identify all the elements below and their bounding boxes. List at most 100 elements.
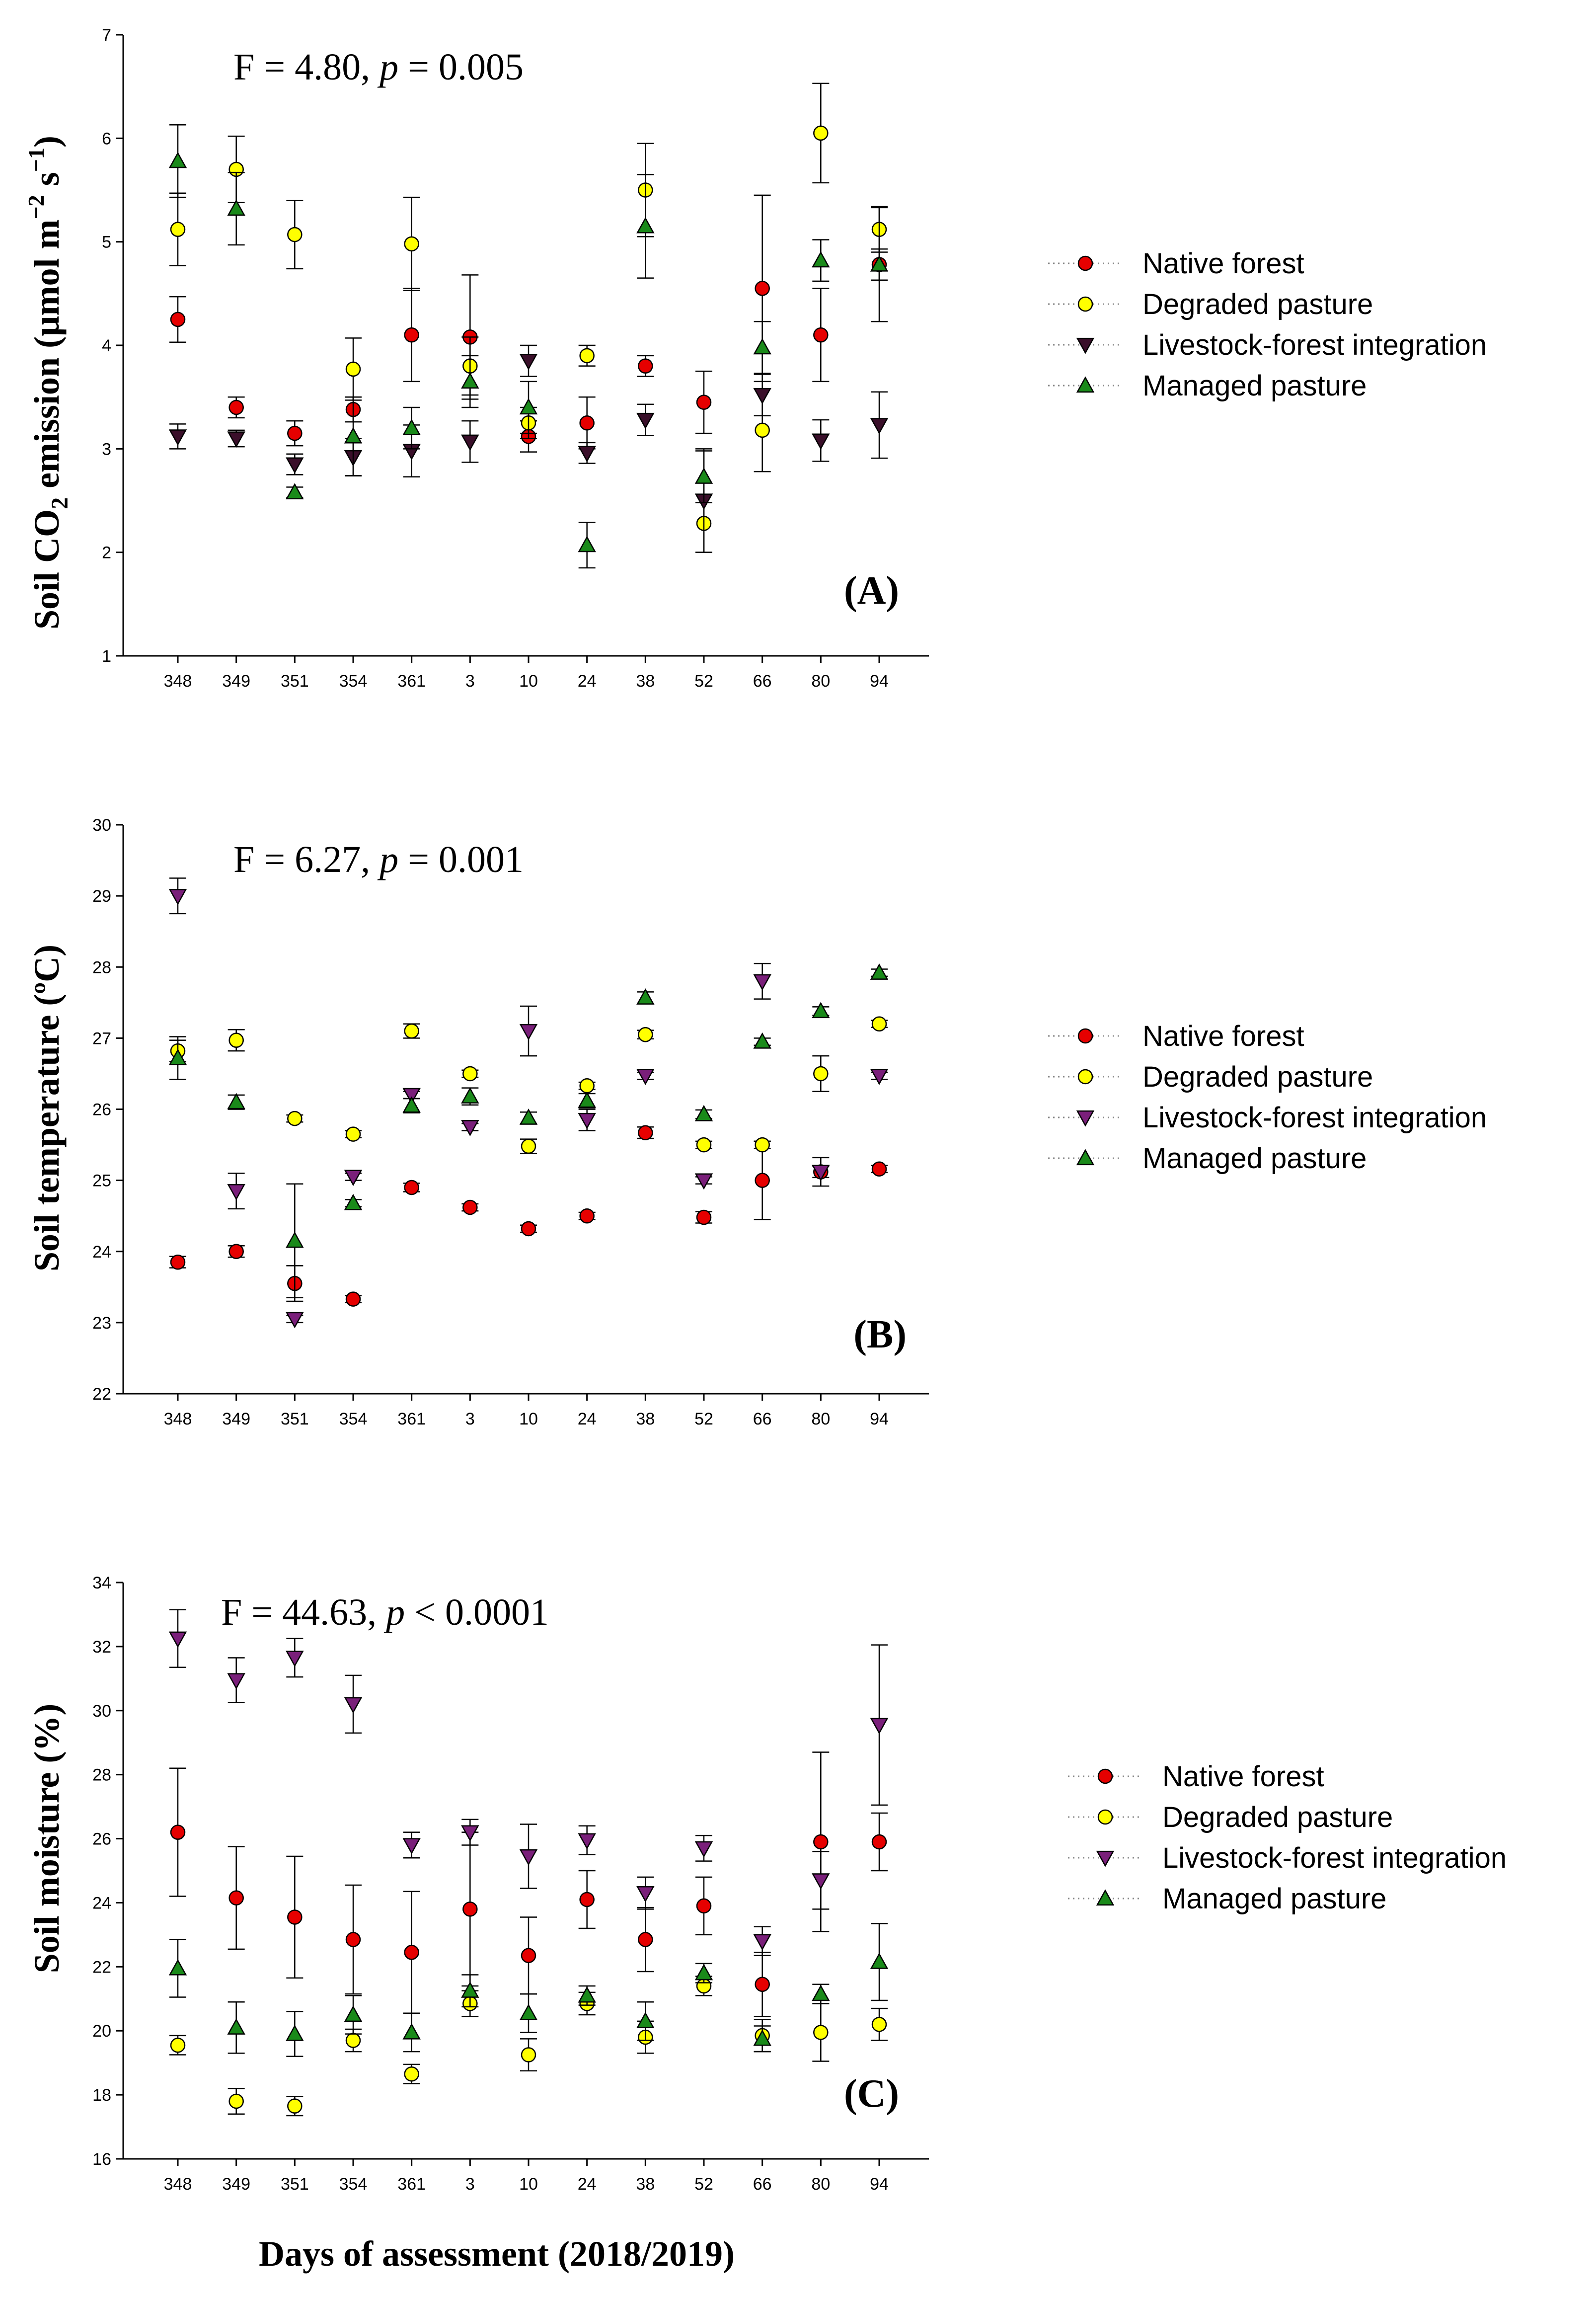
x-tick-label: 80 [811,1410,830,1428]
panel-a-stat: F = 4.80, p = 0.005 [233,46,524,88]
y-tick-label: 25 [92,1172,111,1190]
data-point [286,2024,304,2041]
data-point [870,963,889,980]
x-tick-label: 348 [164,1410,192,1428]
data-point [461,1825,479,1842]
x-tick-label: 24 [578,672,597,691]
data-point [227,199,245,216]
legend-marker [1076,1149,1095,1166]
data-point [402,418,421,435]
x-tick-label: 351 [281,672,309,691]
x-tick-label: 10 [519,2175,538,2194]
x-tick-label: 94 [870,2175,889,2194]
data-point [813,125,829,141]
data-point [870,255,889,272]
data-point [871,1016,887,1031]
panel-c-legend: Native forest Degraded pasture Livestock-f… [1068,1760,1507,1915]
x-tick-label: 10 [519,1410,538,1428]
data-point [755,1173,770,1188]
series-livestock-forest-integration [168,344,889,553]
data-point [228,2093,244,2109]
data-point [813,327,829,343]
x-tick-label: 351 [281,2175,309,2194]
y-tick-label: 22 [92,1385,111,1404]
data-point [636,1069,655,1085]
data-point [578,536,596,553]
y-tick-label: 1 [102,647,111,666]
data-point [227,2018,245,2035]
data-point [404,327,419,343]
series-managed-pasture [168,963,889,1299]
data-point [228,399,244,415]
data-point [521,1221,536,1237]
data-point [170,1254,186,1270]
x-tick-label: 52 [694,672,713,691]
panel-c: 16 18 20 22 24 26 28 30 32 34 348 349 351 354 361 3 10 24… [27,1574,1507,2194]
data-point [170,1824,186,1840]
data-point [168,429,187,446]
data-point [170,2037,186,2053]
data-point [519,1109,538,1125]
panel-a-legend: Native forest Degraded pasture Livestock-f… [1048,247,1487,402]
y-tick-label: 7 [102,26,111,45]
data-point [871,1834,887,1850]
panel-b-label: (B) [853,1313,907,1356]
data-point [638,1027,653,1042]
panel-b-stat: F = 6.27, p = 0.001 [233,839,524,880]
data-point [345,361,361,377]
panel-a-plot: 1 2 3 4 5 6 7 348 349 351 354 361 3 10 24 38 52 66 80 94 [102,26,929,691]
x-tick-label: 66 [753,672,772,691]
y-tick-label: 6 [102,129,111,148]
panel-c-ylabel: Soil moisture (%) [27,1704,67,1974]
data-point [228,1890,244,1906]
data-point [870,1952,889,1969]
x-tick-label: 66 [753,1410,772,1428]
x-tick-label: 94 [870,672,889,691]
data-point [579,1078,595,1094]
data-point [521,1138,536,1154]
data-point [287,1909,303,1925]
data-point [227,1673,245,1690]
panel-b-ylabel: Soil temperature (ºC) [27,945,67,1271]
legend-label: Livestock-forest integration [1142,329,1487,361]
data-point [462,1199,478,1215]
data-point [462,1066,478,1082]
data-point [286,1231,304,1248]
data-point [871,1161,887,1177]
panel-a-ylabel: Soil CO2 emission (µmol m−2 s−1) [23,136,73,630]
data-point [461,1120,479,1136]
x-tick-label: 24 [578,2175,597,2194]
legend-label: Degraded pasture [1162,1801,1393,1833]
data-point [813,2025,829,2040]
data-point [755,422,770,438]
y-tick-label: 30 [92,1702,111,1721]
legend-label: Degraded pasture [1142,1061,1373,1093]
y-tick-label: 32 [92,1638,111,1657]
data-point [228,1032,244,1048]
legend-label: Livestock-forest integration [1142,1102,1487,1134]
legend-label: Degraded pasture [1142,288,1373,320]
x-tick-label: 348 [164,2175,192,2194]
data-point [345,1126,361,1142]
data-point [519,2004,538,2020]
data-point [404,1023,419,1039]
y-tick-label: 20 [92,2022,111,2041]
data-point [344,2005,363,2022]
data-point [812,1002,830,1019]
data-point [170,312,186,327]
legend-marker [1077,1028,1093,1044]
data-point [696,1209,712,1225]
legend-marker [1076,337,1095,354]
x-tick-label: 38 [636,2175,655,2194]
data-point [287,1110,303,1126]
y-tick-label: 30 [92,816,111,835]
legend-label: Managed pasture [1162,1883,1386,1915]
series-native-forest [169,1751,888,2017]
data-point [636,217,655,234]
data-point [519,398,538,415]
data-point [812,1165,830,1182]
data-point [871,2017,887,2032]
x-tick-label: 38 [636,672,655,691]
data-point [345,1291,361,1307]
